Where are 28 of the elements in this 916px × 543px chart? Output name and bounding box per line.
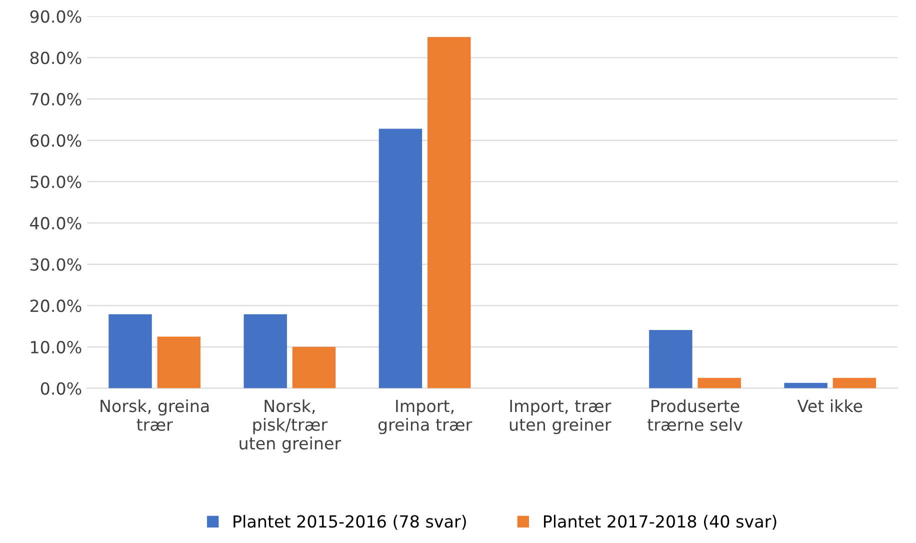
bar <box>378 128 422 388</box>
bar <box>108 314 152 388</box>
bar <box>292 346 336 388</box>
legend-label: Plantet 2017-2018 (40 svar) <box>544 514 776 530</box>
bar <box>244 314 287 388</box>
y-tick-label: 0.0% <box>40 382 82 395</box>
y-tick-label: 30.0% <box>30 258 82 271</box>
bar <box>157 336 201 388</box>
legend-label: Plantet 2015-2016 (78 svar) <box>234 514 466 530</box>
y-tick-label: 70.0% <box>30 92 82 106</box>
bar <box>427 36 471 388</box>
bar <box>832 378 876 388</box>
x-tick-label: Import, trær uten greiner <box>510 400 612 434</box>
y-tick-label: 40.0% <box>30 216 82 230</box>
y-tick-label: 50.0% <box>30 176 82 188</box>
bar <box>649 330 692 388</box>
bar <box>698 378 741 388</box>
x-tick-label: Import, greina trær <box>378 400 472 434</box>
bar <box>784 382 828 388</box>
y-tick-label: 20.0% <box>30 300 82 312</box>
y-tick-label: 80.0% <box>30 52 82 64</box>
x-tick-label: Produserte trærne selv <box>648 399 742 431</box>
x-tick-label: Vet ikke <box>797 399 862 412</box>
y-tick-label: 10.0% <box>31 340 82 354</box>
y-tick-label: 60.0% <box>30 134 82 147</box>
y-tick-label: 90.0% <box>30 10 82 23</box>
x-tick-label: Norsk, greina trær <box>100 399 209 431</box>
x-tick-label: Norsk, pisk/trær uten greiner <box>240 399 342 453</box>
